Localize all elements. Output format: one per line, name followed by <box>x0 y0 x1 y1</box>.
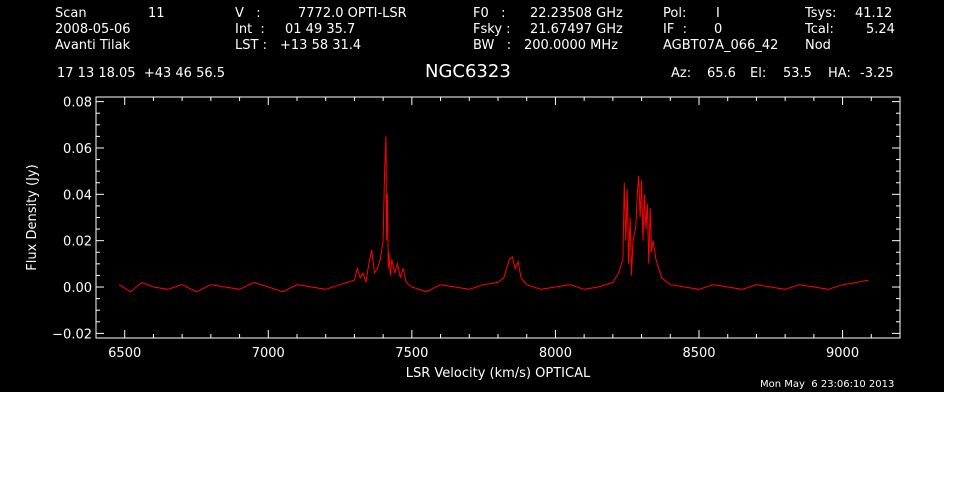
spectrum-series-line <box>118 136 869 293</box>
x-tick-label: 8500 <box>682 346 715 361</box>
y-axis-label: Flux Density (Jy) <box>25 164 40 270</box>
int-value: 01 49 35.7 <box>285 22 356 37</box>
if-value: 0 <box>714 22 723 37</box>
spectrum-chart: 6500 7000 7500 8000 8500 9000 −0.02 0.00 0.02 0.0… <box>25 96 901 381</box>
nod-label: Nod <box>805 38 831 53</box>
if-label: IF : <box>663 22 687 37</box>
y-tick-label: 0.04 <box>63 188 92 203</box>
project-id: AGBT07A_066_42 <box>663 38 779 53</box>
plot-frame <box>95 96 901 339</box>
gbt-spectrum-panel: Scan 11 2008-05-06 Avanti Tilak V : 7772… <box>0 0 944 392</box>
x-axis-label: LSR Velocity (km/s) OPTICAL <box>406 366 591 381</box>
x-tick-label: 7500 <box>395 346 428 361</box>
y-tick-label: 0.02 <box>63 235 92 250</box>
obs-date: 2008-05-06 <box>55 22 131 37</box>
y-tick-label: 0.00 <box>63 281 92 296</box>
fsky-label: Fsky : <box>473 22 511 37</box>
scan-label: Scan <box>55 6 87 21</box>
plot-timestamp: Mon May 6 23:06:10 2013 <box>760 379 895 390</box>
y-tick-label: 0.06 <box>63 142 92 157</box>
y-tick-label: −0.02 <box>52 327 92 342</box>
x-tick-label: 6500 <box>108 346 141 361</box>
az-label: Az: <box>671 66 692 81</box>
x-tick-label: 8000 <box>539 346 572 361</box>
source-name: NGC6323 <box>425 61 511 82</box>
pol-value: I <box>716 6 720 21</box>
x-tick-label: 9000 <box>826 346 859 361</box>
pol-label: Pol: <box>663 6 687 21</box>
f0-value: 22.23508 GHz <box>530 6 623 21</box>
velocity-label: V : <box>235 6 261 21</box>
bw-value: 200.0000 MHz <box>524 38 618 53</box>
el-value: 53.5 <box>783 66 812 81</box>
observer-name: Avanti Tilak <box>55 38 131 53</box>
bw-label: BW : <box>473 38 512 53</box>
axis-ticks-layer: 6500 7000 7500 8000 8500 9000 −0.02 0.00 0.02 0.0… <box>52 96 901 361</box>
scan-value: 11 <box>148 6 165 21</box>
y-tick-label: 0.08 <box>63 96 92 111</box>
int-label: Int : <box>235 22 265 37</box>
source-coordinates: 17 13 18.05 +43 46 56.5 <box>57 66 226 81</box>
az-value: 65.6 <box>707 66 736 81</box>
tsys-label: Tsys: <box>805 6 837 21</box>
fsky-value: 21.67497 GHz <box>530 22 623 37</box>
ha-value: -3.25 <box>860 66 894 81</box>
tsys-value: 41.12 <box>855 6 893 21</box>
x-tick-label: 7000 <box>252 346 285 361</box>
el-label: El: <box>750 66 767 81</box>
lst-value: +13 58 31.4 <box>280 38 362 53</box>
tcal-value: 5.24 <box>866 22 895 37</box>
f0-label: F0 : <box>473 6 506 21</box>
ha-label: HA: <box>828 66 851 81</box>
lst-label: LST : <box>235 38 267 53</box>
velocity-value: 7772.0 OPTI-LSR <box>298 6 407 21</box>
tcal-label: Tcal: <box>805 22 834 37</box>
